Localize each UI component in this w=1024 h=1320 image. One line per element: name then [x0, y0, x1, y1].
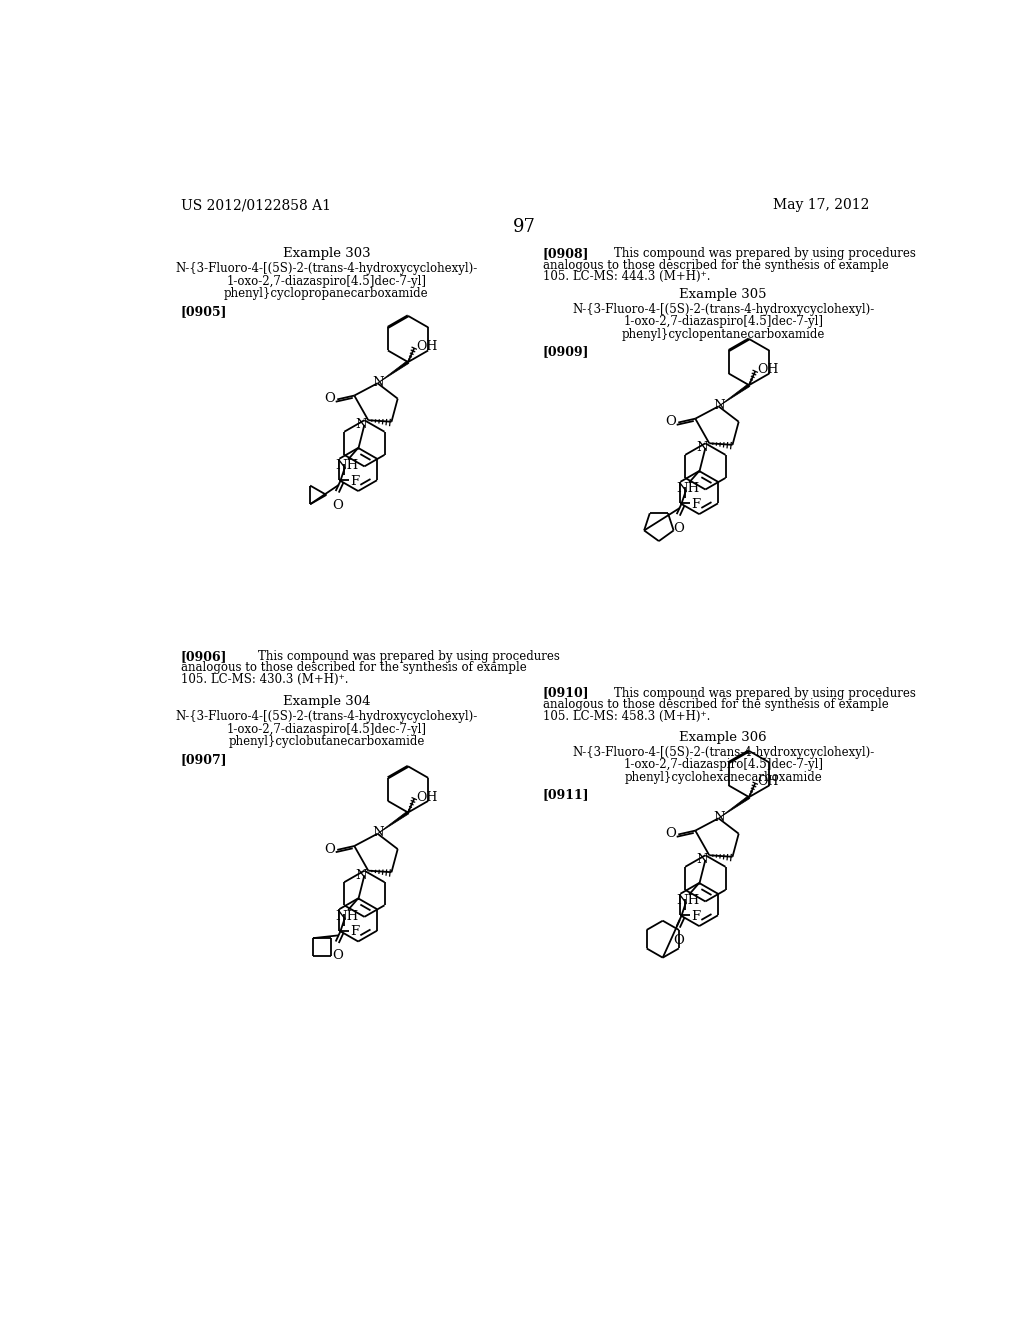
Text: Example 304: Example 304 — [283, 696, 370, 708]
Text: O: O — [332, 499, 343, 512]
Text: 1-oxo-2,7-diazaspiro[4.5]dec-7-yl]: 1-oxo-2,7-diazaspiro[4.5]dec-7-yl] — [226, 723, 426, 735]
Text: Example 303: Example 303 — [283, 247, 371, 260]
Text: [0907]: [0907] — [180, 752, 227, 766]
Text: analogous to those described for the synthesis of example: analogous to those described for the syn… — [543, 698, 889, 711]
Text: [0909]: [0909] — [543, 346, 589, 359]
Text: F: F — [350, 925, 359, 939]
Text: 1-oxo-2,7-diazaspiro[4.5]dec-7-yl]: 1-oxo-2,7-diazaspiro[4.5]dec-7-yl] — [624, 758, 823, 771]
Text: O: O — [332, 949, 343, 962]
Text: F: F — [350, 474, 359, 487]
Polygon shape — [378, 812, 409, 834]
Text: N: N — [714, 810, 725, 824]
Text: N: N — [696, 441, 708, 454]
Text: This compound was prepared by using procedures: This compound was prepared by using proc… — [614, 686, 915, 700]
Text: phenyl}cyclopropanecarboxamide: phenyl}cyclopropanecarboxamide — [224, 286, 429, 300]
Text: [0905]: [0905] — [180, 305, 227, 318]
Text: 105. LC-MS: 430.3 (M+H)⁺.: 105. LC-MS: 430.3 (M+H)⁺. — [180, 673, 348, 686]
Text: F: F — [691, 909, 700, 923]
Text: O: O — [673, 521, 684, 535]
Text: NH: NH — [335, 909, 358, 923]
Text: phenyl}cyclobutanecarboxamide: phenyl}cyclobutanecarboxamide — [228, 735, 425, 748]
Text: Example 305: Example 305 — [680, 288, 767, 301]
Text: This compound was prepared by using procedures: This compound was prepared by using proc… — [614, 247, 915, 260]
Text: NH: NH — [676, 894, 699, 907]
Text: N-{3-Fluoro-4-[(5S)-2-(trans-4-hydroxycyclohexyl)-: N-{3-Fluoro-4-[(5S)-2-(trans-4-hydroxycy… — [572, 746, 874, 759]
Text: This compound was prepared by using procedures: This compound was prepared by using proc… — [258, 649, 560, 663]
Text: O: O — [673, 933, 684, 946]
Text: phenyl}cyclopentanecarboxamide: phenyl}cyclopentanecarboxamide — [622, 327, 825, 341]
Text: OH: OH — [417, 341, 438, 354]
Text: analogous to those described for the synthesis of example: analogous to those described for the syn… — [180, 661, 526, 675]
Text: OH: OH — [758, 775, 779, 788]
Text: N: N — [696, 853, 708, 866]
Text: [0910]: [0910] — [543, 686, 589, 700]
Text: analogous to those described for the synthesis of example: analogous to those described for the syn… — [543, 259, 889, 272]
Polygon shape — [378, 360, 409, 383]
Text: [0906]: [0906] — [180, 649, 227, 663]
Text: N: N — [355, 418, 367, 432]
Text: US 2012/0122858 A1: US 2012/0122858 A1 — [180, 198, 331, 213]
Text: N-{3-Fluoro-4-[(5S)-2-(trans-4-hydroxycyclohexyl)-: N-{3-Fluoro-4-[(5S)-2-(trans-4-hydroxycy… — [175, 263, 477, 276]
Text: 105. LC-MS: 458.3 (M+H)⁺.: 105. LC-MS: 458.3 (M+H)⁺. — [543, 710, 710, 723]
Polygon shape — [719, 796, 750, 818]
Text: May 17, 2012: May 17, 2012 — [772, 198, 869, 213]
Text: O: O — [324, 842, 335, 855]
Text: N: N — [373, 826, 384, 840]
Text: [0908]: [0908] — [543, 247, 589, 260]
Text: OH: OH — [758, 363, 779, 376]
Text: F: F — [691, 498, 700, 511]
Text: [0911]: [0911] — [543, 788, 589, 801]
Polygon shape — [719, 384, 750, 407]
Text: O: O — [324, 392, 335, 405]
Text: N: N — [355, 869, 367, 882]
Text: NH: NH — [676, 482, 699, 495]
Text: O: O — [665, 828, 676, 841]
Text: N-{3-Fluoro-4-[(5S)-2-(trans-4-hydroxycyclohexyl)-: N-{3-Fluoro-4-[(5S)-2-(trans-4-hydroxycy… — [572, 304, 874, 317]
Text: 1-oxo-2,7-diazaspiro[4.5]dec-7-yl]: 1-oxo-2,7-diazaspiro[4.5]dec-7-yl] — [226, 275, 426, 288]
Text: OH: OH — [417, 791, 438, 804]
Text: phenyl}cyclohexanecarboxamide: phenyl}cyclohexanecarboxamide — [625, 771, 822, 784]
Text: NH: NH — [335, 459, 358, 473]
Text: 105. LC-MS: 444.3 (M+H)⁺.: 105. LC-MS: 444.3 (M+H)⁺. — [543, 271, 710, 282]
Text: 97: 97 — [513, 218, 537, 236]
Text: 1-oxo-2,7-diazaspiro[4.5]dec-7-yl]: 1-oxo-2,7-diazaspiro[4.5]dec-7-yl] — [624, 315, 823, 329]
Text: N: N — [373, 376, 384, 389]
Text: Example 306: Example 306 — [679, 730, 767, 743]
Text: N: N — [714, 399, 725, 412]
Text: O: O — [665, 416, 676, 428]
Text: N-{3-Fluoro-4-[(5S)-2-(trans-4-hydroxycyclohexyl)-: N-{3-Fluoro-4-[(5S)-2-(trans-4-hydroxycy… — [175, 710, 477, 723]
